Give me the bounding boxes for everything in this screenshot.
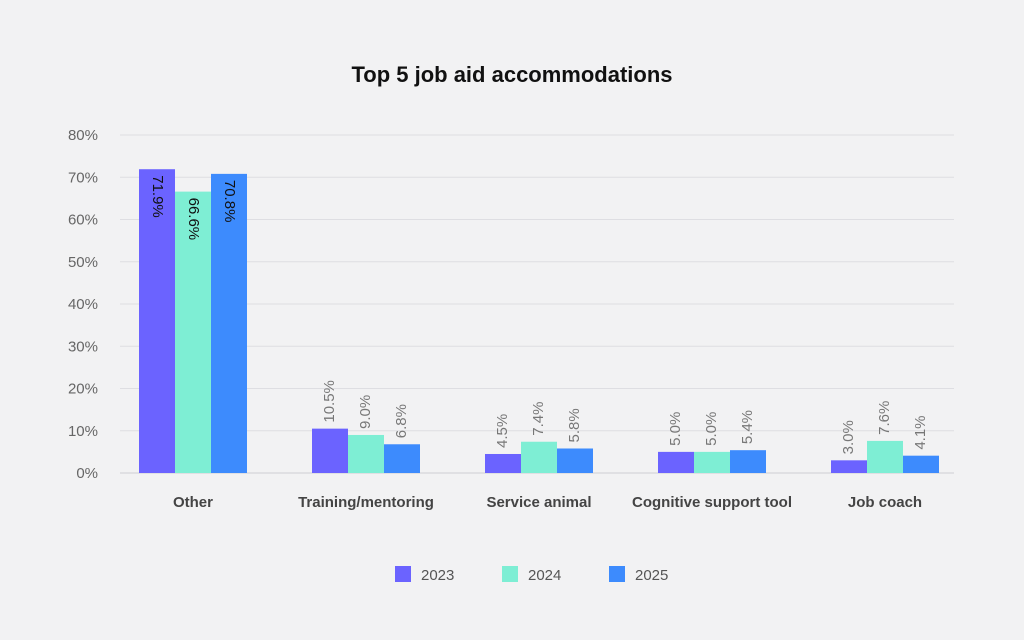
bar <box>312 428 348 473</box>
bar <box>658 451 694 473</box>
bar <box>903 455 939 473</box>
data-label: 5.0% <box>667 412 684 446</box>
data-label: 10.5% <box>321 380 338 423</box>
bar <box>521 441 557 473</box>
y-tick-label: 40% <box>68 296 98 313</box>
data-label: 6.8% <box>393 404 410 438</box>
bar <box>139 169 175 473</box>
data-label: 70.8% <box>221 180 238 223</box>
y-tick-label: 70% <box>68 169 98 186</box>
y-tick-label: 60% <box>68 212 98 229</box>
data-label: 4.5% <box>494 414 511 448</box>
y-tick-label: 10% <box>68 423 98 440</box>
data-label: 9.0% <box>357 395 374 429</box>
data-label: 3.0% <box>840 420 857 454</box>
data-label: 5.4% <box>739 410 756 444</box>
bar <box>831 460 867 473</box>
y-tick-label: 80% <box>68 127 98 144</box>
data-label: 4.1% <box>912 415 929 449</box>
y-tick-label: 30% <box>68 338 98 355</box>
x-tick-label: Job coach <box>848 494 922 511</box>
y-tick-label: 20% <box>68 381 98 398</box>
data-label: 66.6% <box>185 198 202 241</box>
legend-label: 2025 <box>635 567 668 584</box>
bar <box>175 191 211 474</box>
legend-label: 2023 <box>421 567 454 584</box>
data-label: 5.8% <box>566 408 583 442</box>
bar <box>211 173 247 473</box>
y-tick-label: 50% <box>68 254 98 271</box>
data-label: 5.0% <box>703 412 720 446</box>
bar <box>384 444 420 473</box>
data-label: 7.4% <box>530 402 547 436</box>
bar <box>348 434 384 473</box>
legend-swatch <box>502 566 518 582</box>
bar <box>730 450 766 473</box>
x-tick-label: Other <box>173 494 213 511</box>
legend-label: 2024 <box>528 567 561 584</box>
bar <box>867 440 903 473</box>
data-label: 71.9% <box>149 175 166 218</box>
data-label: 7.6% <box>876 401 893 435</box>
y-tick-label: 0% <box>76 465 98 482</box>
x-tick-label: Cognitive support tool <box>632 494 792 511</box>
bar <box>694 451 730 473</box>
chart-title: Top 5 job aid accommodations <box>351 62 673 87</box>
x-tick-label: Service animal <box>486 494 591 511</box>
legend-swatch <box>395 566 411 582</box>
bar <box>557 448 593 473</box>
legend-swatch <box>609 566 625 582</box>
x-tick-label: Training/mentoring <box>298 494 434 511</box>
bar <box>485 453 521 473</box>
